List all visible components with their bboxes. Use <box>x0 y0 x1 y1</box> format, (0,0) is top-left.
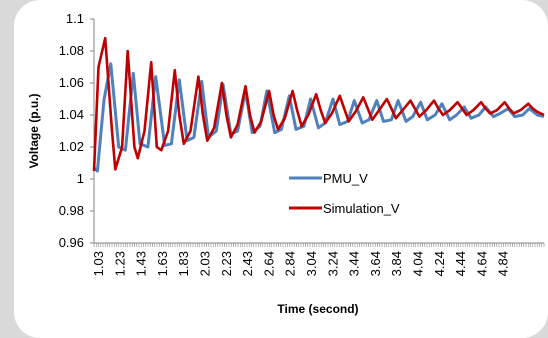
x-tick-label: 4.64 <box>474 251 489 276</box>
y-tick-label: 1.1 <box>66 11 84 26</box>
x-tick-label: 3.44 <box>347 251 362 276</box>
series-line-pmu-v <box>92 62 545 173</box>
x-tick-label: 3.84 <box>389 251 404 276</box>
x-tick-label: 1.23 <box>112 251 127 276</box>
legend-label-simulation-v: Simulation_V <box>323 201 400 216</box>
x-tick-label: 2.23 <box>219 251 234 276</box>
x-tick-label: 2.03 <box>198 251 213 276</box>
x-tick-label: 1.03 <box>91 251 106 276</box>
x-tick-label: 1.43 <box>134 251 149 276</box>
y-tick-label: 1.06 <box>59 75 84 90</box>
x-tick-label: 3.64 <box>368 251 383 276</box>
y-tick-label: 1.04 <box>59 107 84 122</box>
y-tick-label: 0.96 <box>59 235 84 250</box>
y-tick-label: 1.08 <box>59 43 84 58</box>
x-tick-label: 1.63 <box>155 251 170 276</box>
x-axis-title: Time (second) <box>277 302 358 316</box>
x-tick-label: 2.43 <box>240 251 255 276</box>
x-tick-label: 4.84 <box>496 251 511 276</box>
x-tick-label: 2.64 <box>261 251 276 276</box>
x-tick-label: 1.83 <box>176 251 191 276</box>
y-axis-title: Voltage (p.u.) <box>27 93 41 168</box>
x-tick-label: 4.04 <box>411 251 426 276</box>
chart-card <box>14 0 548 338</box>
y-tick-label: 0.98 <box>59 203 84 218</box>
x-tick-label: 2.84 <box>283 251 298 276</box>
x-tick-label: 3.04 <box>304 251 319 276</box>
x-tick-label: 3.24 <box>325 251 340 276</box>
legend-label-pmu-v: PMU_V <box>323 171 368 186</box>
y-tick-label: 1 <box>77 171 84 186</box>
y-tick-label: 1.02 <box>59 139 84 154</box>
x-tick-label: 4.24 <box>432 251 447 276</box>
series-line-simulation-v <box>92 36 545 172</box>
x-tick-label: 4.44 <box>453 251 468 276</box>
